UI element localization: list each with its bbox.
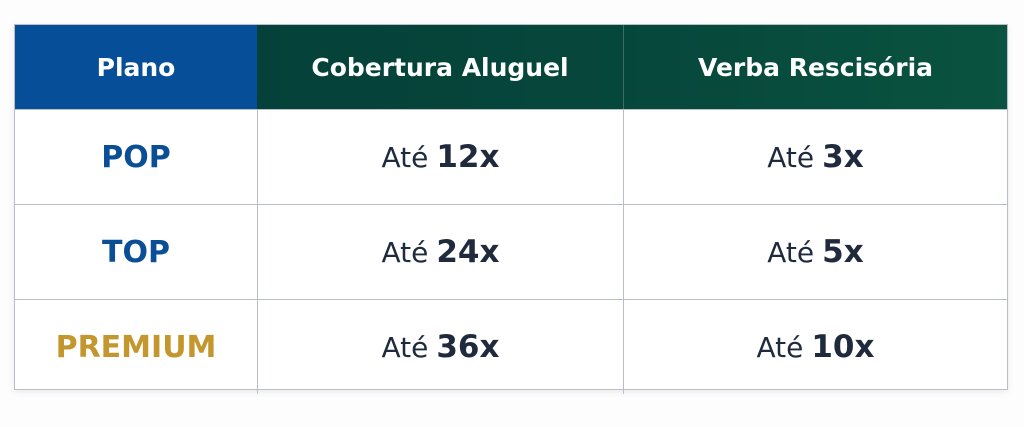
severance: Até 10x: [623, 300, 1007, 394]
severance: Até 3x: [623, 110, 1007, 204]
prefix: Até: [381, 330, 429, 364]
rent-coverage: Até 12x: [257, 110, 623, 204]
header-cobertura-aluguel: Cobertura Aluguel: [257, 25, 623, 109]
severance-value: 10x: [811, 329, 875, 365]
severance-value: 3x: [822, 139, 864, 175]
rent-value: 12x: [436, 139, 500, 175]
plan-name: TOP: [102, 234, 170, 270]
table-row: POP Até 12x Até 3x: [15, 109, 1007, 204]
rent-coverage: Até 24x: [257, 205, 623, 299]
prefix: Até: [381, 235, 429, 269]
severance-value: 5x: [822, 234, 864, 270]
plan-name: PREMIUM: [55, 329, 217, 365]
table-row: TOP Até 24x Até 5x: [15, 204, 1007, 299]
prefix: Até: [767, 235, 815, 269]
header-verba-rescisoria: Verba Rescisória: [623, 25, 1007, 109]
rent-value: 36x: [436, 329, 500, 365]
plans-table: Plano Cobertura Aluguel Verba Rescisória…: [14, 24, 1008, 394]
header-row: Plano Cobertura Aluguel Verba Rescisória: [15, 25, 1007, 109]
plan-name: POP: [101, 139, 171, 175]
header-plano: Plano: [15, 25, 257, 109]
prefix: Até: [381, 140, 429, 174]
table-row: PREMIUM Até 36x Até 10x: [15, 299, 1007, 394]
rent-value: 24x: [436, 234, 500, 270]
prefix: Até: [756, 330, 804, 364]
prefix: Até: [767, 140, 815, 174]
rent-coverage: Até 36x: [257, 300, 623, 394]
severance: Até 5x: [623, 205, 1007, 299]
